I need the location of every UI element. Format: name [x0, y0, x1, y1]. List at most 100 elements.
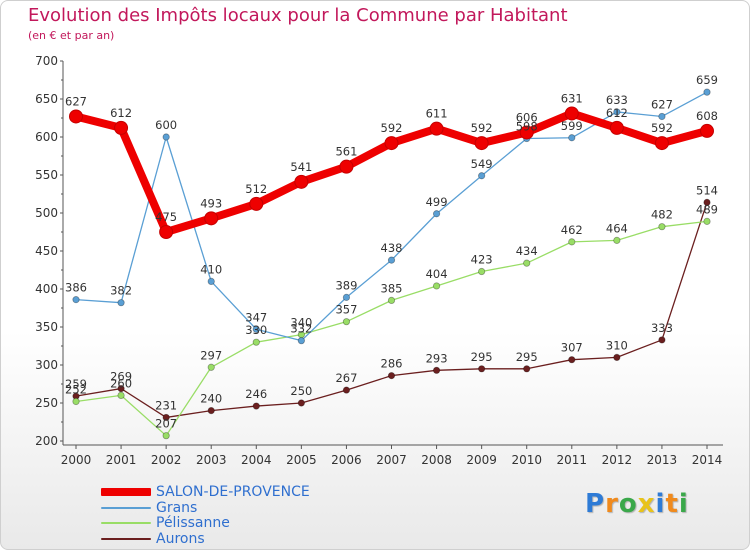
- y-tick-label: 350: [35, 320, 58, 334]
- data-label: 267: [335, 371, 357, 385]
- logo-letter: r: [605, 489, 619, 519]
- data-label: 207: [155, 417, 177, 431]
- x-tick-label: 2003: [196, 453, 227, 467]
- y-tick-label: 200: [35, 434, 58, 448]
- data-point: [568, 134, 576, 142]
- data-point: [523, 259, 531, 267]
- y-tick-label: 700: [35, 54, 58, 68]
- axes: 200 250 300 350 400 450 500 550 600 650 700 2000 200…: [35, 54, 723, 467]
- data-label: 541: [290, 160, 312, 174]
- x-tick-label: 2010: [511, 453, 542, 467]
- data-label: 310: [606, 338, 628, 352]
- legend-label: SALON-DE-PROVENCE: [156, 484, 310, 500]
- data-point: [72, 296, 80, 304]
- x-tick-label: 2011: [557, 453, 588, 467]
- data-label: 246: [245, 387, 267, 401]
- legend-swatch: [101, 537, 151, 540]
- data-point: [703, 88, 711, 96]
- y-tick-label: 650: [35, 92, 58, 106]
- data-label: 386: [65, 281, 87, 295]
- logo-letter: i: [655, 489, 666, 519]
- x-tick-label: 2007: [376, 453, 407, 467]
- x-tick-label: 2014: [692, 453, 723, 467]
- data-point: [700, 123, 714, 138]
- data-label: 475: [155, 210, 177, 224]
- chart-title: Evolution des Impôts locaux pour la Comm…: [28, 5, 568, 26]
- data-label: 606: [516, 110, 538, 124]
- data-point: [162, 432, 170, 440]
- x-tick-label: 2005: [286, 453, 317, 467]
- data-point: [523, 365, 531, 373]
- data-point: [159, 225, 174, 239]
- data-label: 631: [561, 91, 583, 105]
- x-tick-label: 2002: [151, 453, 182, 467]
- data-point: [297, 399, 305, 407]
- logo-letter: o: [618, 489, 638, 519]
- data-label: 340: [290, 316, 312, 330]
- data-point: [162, 133, 170, 141]
- data-label: 252: [65, 382, 87, 396]
- x-tick-label: 2009: [466, 453, 497, 467]
- data-label: 404: [426, 267, 448, 281]
- x-tick-label: 2012: [602, 453, 633, 467]
- data-point: [204, 211, 219, 226]
- data-label: 434: [516, 244, 538, 258]
- data-point: [162, 413, 170, 422]
- data-point: [207, 363, 215, 371]
- data-point: [384, 136, 399, 151]
- data-point: [117, 391, 125, 399]
- x-tick-label: 2008: [421, 453, 452, 467]
- data-point: [207, 277, 215, 285]
- data-label: 464: [606, 221, 628, 235]
- data-point: [432, 210, 441, 218]
- data-point: [387, 256, 396, 264]
- data-label: 608: [696, 109, 718, 123]
- data-point: [478, 172, 486, 180]
- data-label: 499: [426, 195, 448, 209]
- data-point: [613, 353, 621, 361]
- y-tick-label: 450: [35, 244, 58, 258]
- y-tick-label: 250: [35, 396, 58, 410]
- logo-letter: P: [585, 489, 606, 519]
- data-label: 612: [606, 106, 628, 120]
- series-lines: [69, 88, 714, 440]
- y-tick-label: 600: [35, 130, 58, 144]
- data-point: [613, 108, 621, 116]
- data-label: 389: [335, 278, 357, 292]
- data-label: 240: [200, 392, 222, 406]
- data-point: [294, 174, 309, 189]
- data-label: 611: [426, 107, 448, 121]
- data-point: [658, 112, 666, 121]
- legend-label: Pélissanne: [156, 515, 230, 531]
- logo-letter: t: [665, 489, 679, 519]
- data-point: [117, 384, 125, 393]
- data-label: 307: [561, 341, 583, 355]
- data-label: 592: [471, 121, 493, 135]
- data-point: [297, 337, 305, 345]
- data-label: 260: [110, 376, 132, 390]
- data-label: 659: [696, 73, 718, 87]
- data-point: [703, 217, 711, 225]
- data-point: [474, 136, 489, 151]
- proxiti-logo: Proxiti: [585, 489, 689, 519]
- data-label: 549: [471, 157, 493, 171]
- chart-subtitle: (en € et par an): [28, 29, 115, 42]
- data-point: [478, 267, 486, 276]
- data-label: 514: [696, 183, 718, 197]
- legend-label: Grans: [156, 499, 198, 516]
- x-tick-label: 2001: [106, 453, 137, 467]
- data-point: [114, 120, 129, 135]
- data-label: 592: [381, 121, 403, 135]
- data-label: 295: [516, 350, 538, 364]
- data-label: 512: [245, 182, 267, 196]
- data-point: [387, 296, 396, 304]
- data-point: [478, 365, 486, 373]
- data-point: [658, 223, 666, 231]
- data-point: [252, 402, 260, 410]
- data-point: [252, 325, 260, 333]
- data-label: 482: [651, 208, 673, 222]
- data-point: [339, 159, 354, 174]
- y-tick-label: 300: [35, 358, 58, 372]
- data-point: [613, 236, 621, 244]
